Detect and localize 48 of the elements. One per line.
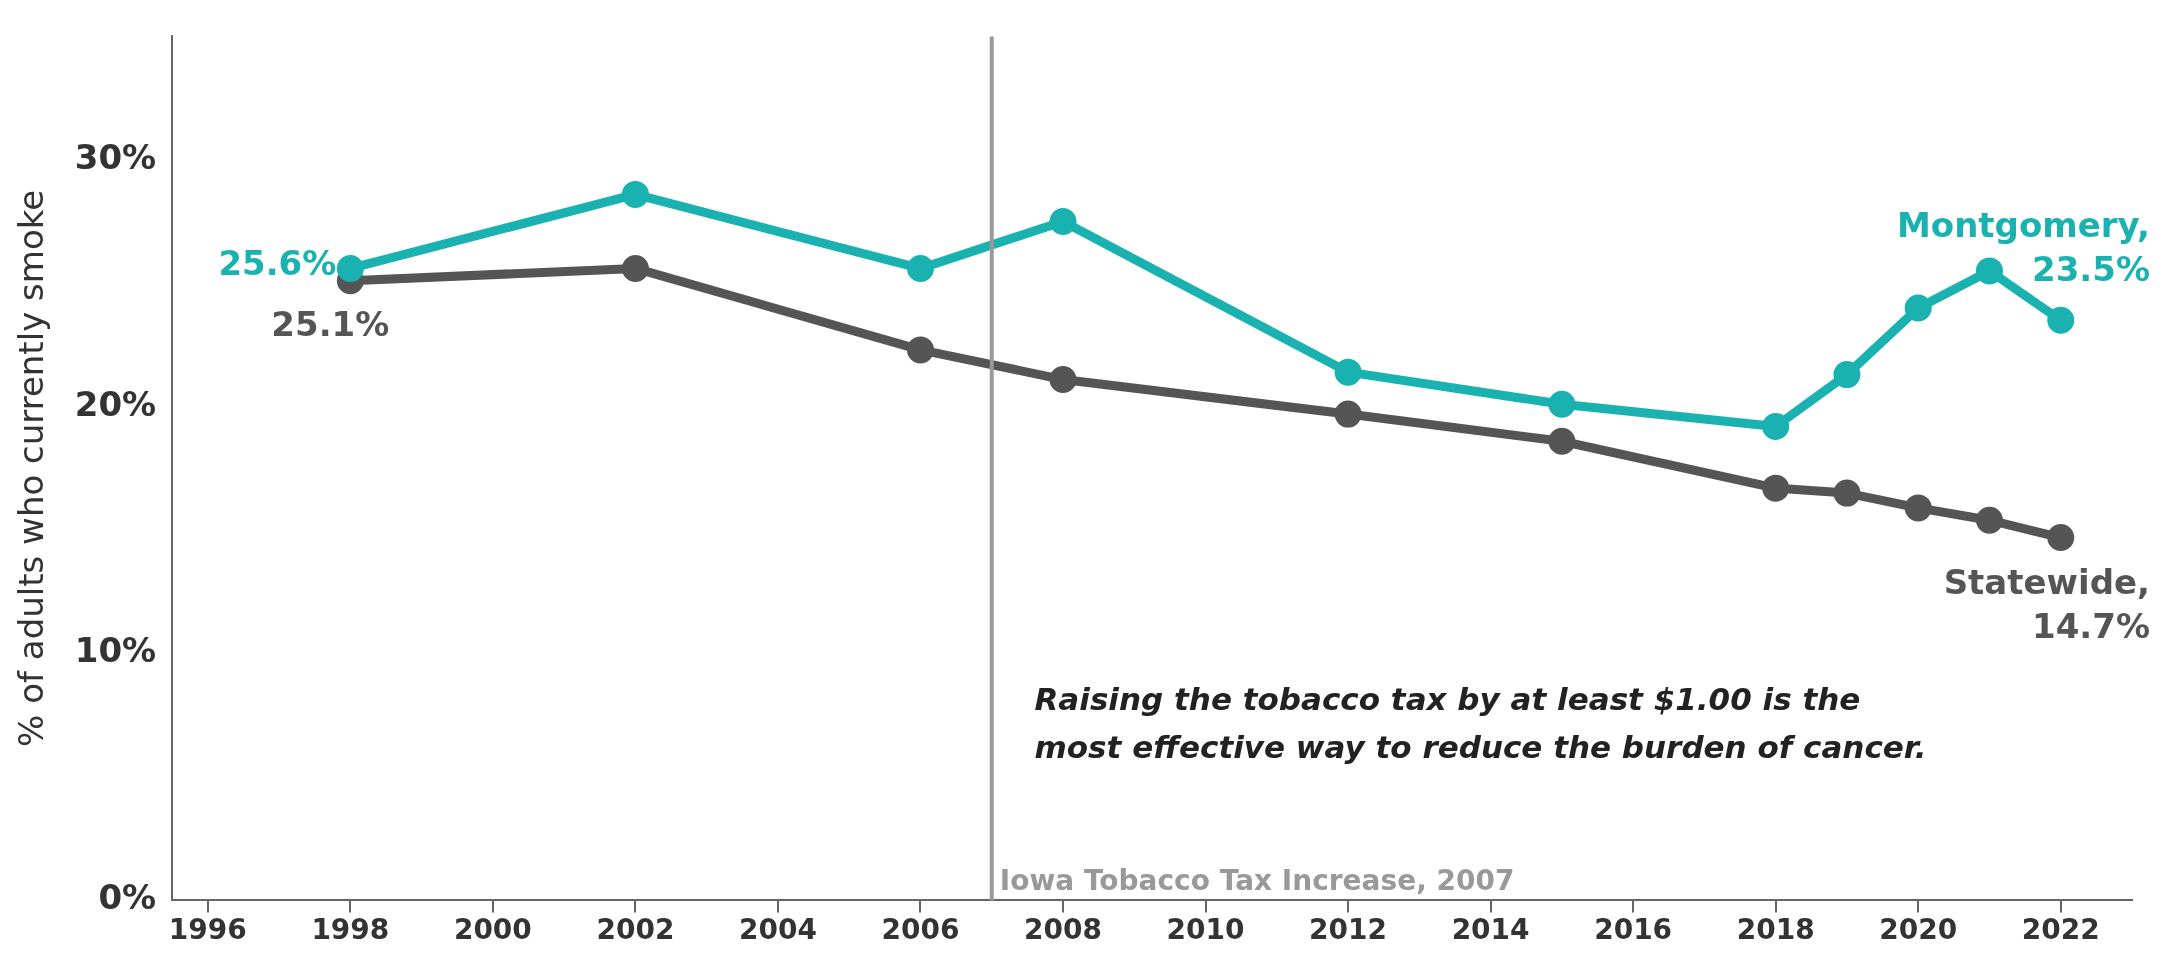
x-tick-label: 1998	[311, 913, 390, 947]
point	[1334, 400, 1362, 428]
y-tick-label: 30%	[74, 136, 157, 177]
point	[1548, 390, 1576, 418]
x-tick-label: 2000	[453, 913, 532, 947]
point	[1049, 208, 1077, 236]
ref-line-label: Iowa Tobacco Tax Increase, 2007	[999, 863, 1515, 897]
point	[621, 180, 649, 208]
point	[1975, 257, 2003, 285]
annotation: Raising the tobacco tax by at least $1.00 is the most effective way to reduce the burden of cancer.	[1034, 680, 1927, 765]
point	[1975, 506, 2003, 534]
point	[1762, 474, 1790, 502]
point	[621, 254, 649, 282]
x-tick-label: 2022	[2021, 913, 2100, 947]
point	[2047, 524, 2075, 552]
point	[1833, 361, 1861, 389]
data-label: 14.7%	[2032, 606, 2150, 647]
point	[906, 254, 934, 282]
point	[1833, 479, 1861, 507]
point	[906, 336, 934, 364]
y-tick-label: 20%	[74, 383, 157, 424]
point	[1049, 366, 1077, 394]
x-tick-label: 2016	[1594, 913, 1673, 947]
point	[336, 254, 364, 282]
point	[1904, 294, 1932, 322]
data-label: 25.1%	[271, 303, 390, 344]
x-tick-label: 2010	[1166, 913, 1245, 947]
x-tick-label: 2014	[1451, 913, 1530, 947]
x-tick-label: 1996	[168, 913, 247, 947]
x-tick-label: 2012	[1309, 913, 1388, 947]
point	[2047, 306, 2075, 334]
series-label: Statewide,	[1943, 562, 2150, 603]
point	[1334, 358, 1362, 386]
y-tick-label: 10%	[74, 630, 157, 671]
x-tick-label: 2008	[1024, 913, 1102, 947]
x-tick-label: 2004	[738, 913, 817, 947]
point	[1548, 427, 1576, 455]
point	[1762, 412, 1790, 440]
x-tick-label: 2018	[1736, 913, 1815, 947]
y-axis-title: % of adults who currently smoke	[11, 189, 52, 747]
x-tick-label: 2006	[881, 913, 960, 947]
point	[1904, 494, 1932, 522]
y-tick-label: 0%	[98, 877, 157, 918]
data-label: 25.6%	[218, 243, 337, 284]
x-tick-label: 2002	[596, 913, 675, 947]
x-tick-label: 2020	[1879, 913, 1958, 947]
data-label: 23.5%	[2032, 249, 2150, 290]
series-label: Montgomery,	[1896, 205, 2150, 246]
